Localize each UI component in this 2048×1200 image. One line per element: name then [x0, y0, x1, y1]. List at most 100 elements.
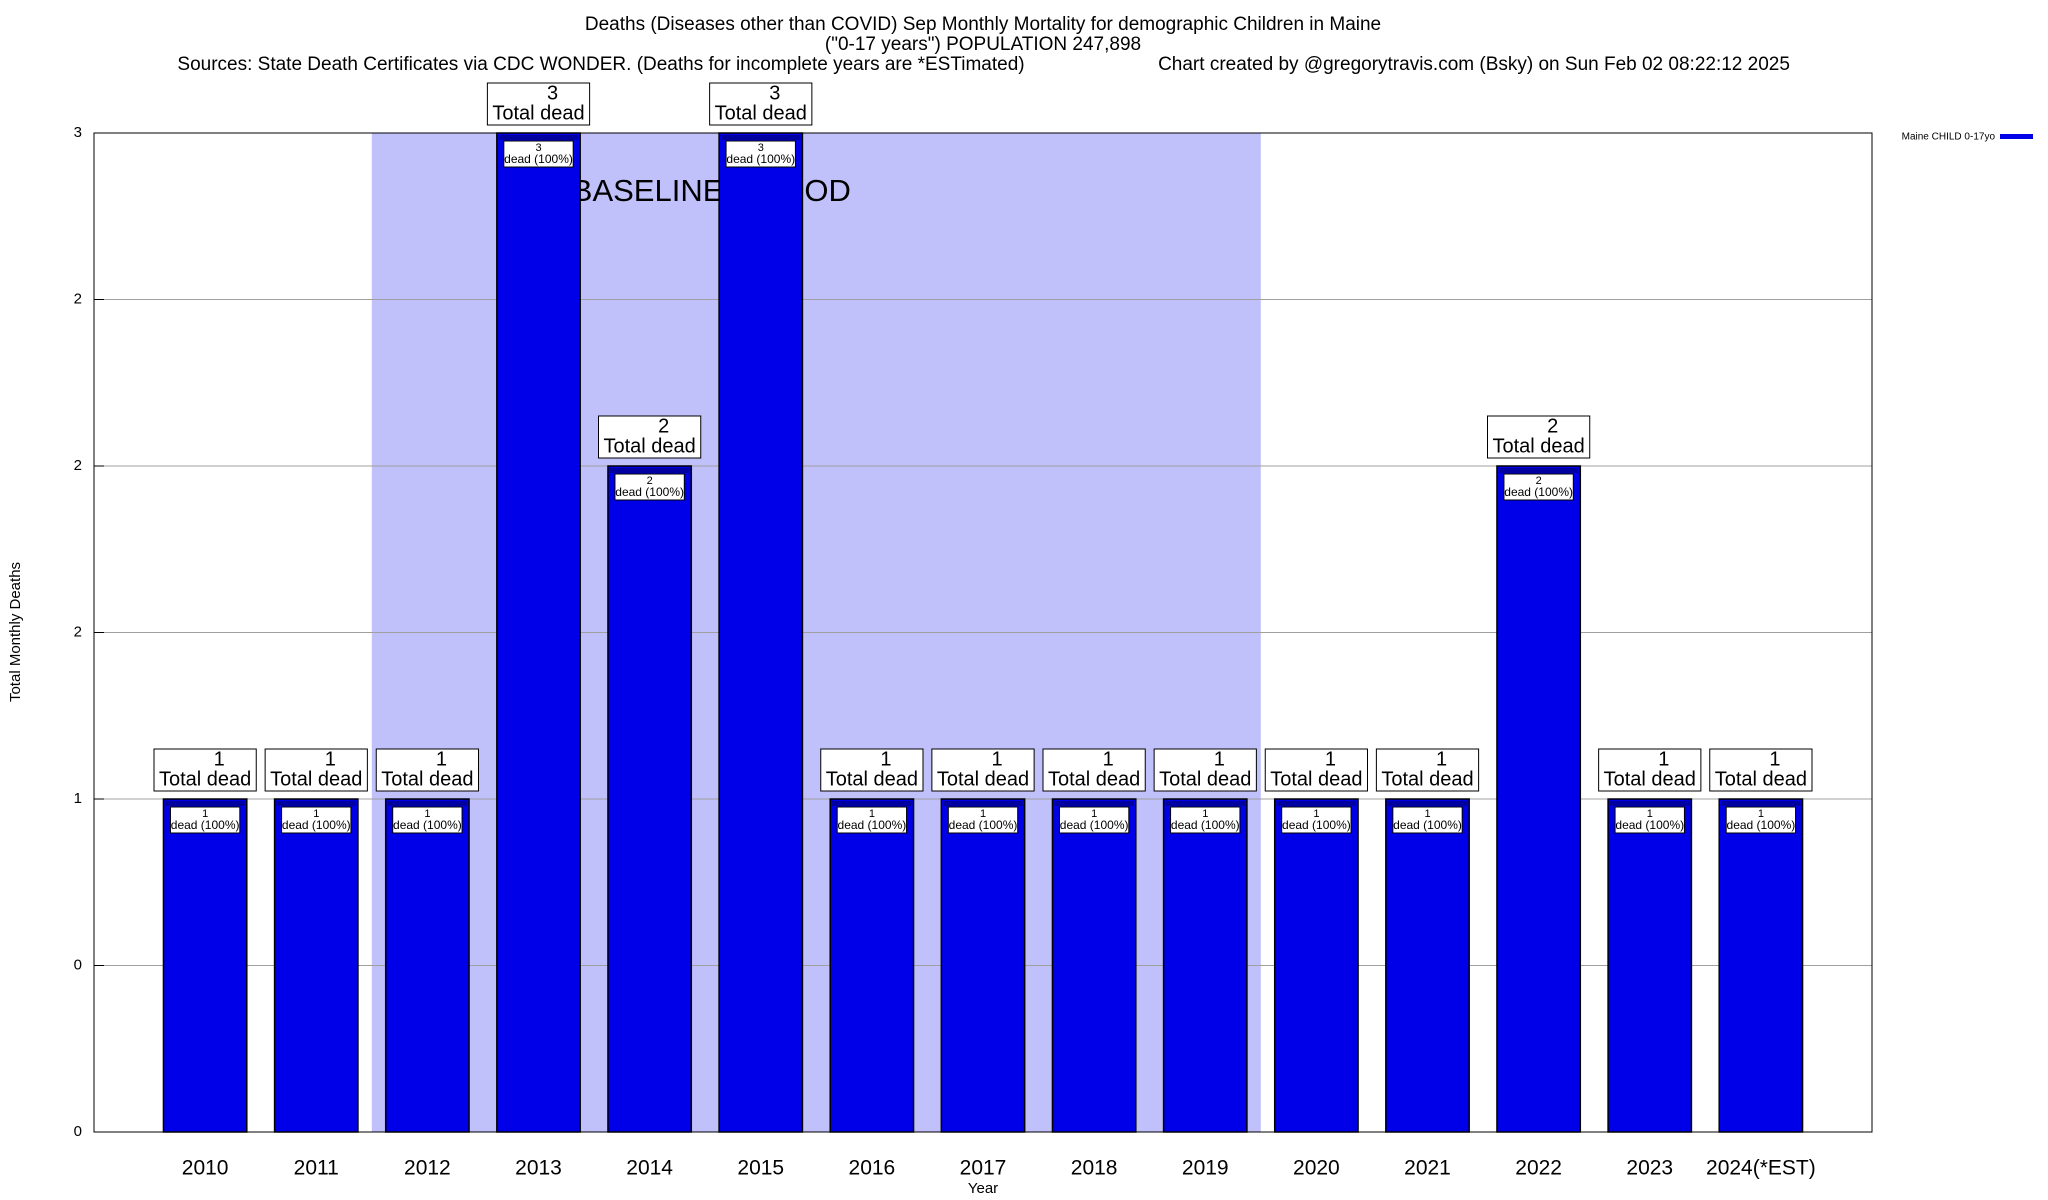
- baseline-label: BASELINE PERIOD: [572, 173, 851, 208]
- inner-label-box: [725, 140, 796, 168]
- total-label: Total dead: [1159, 768, 1251, 790]
- bar: [1718, 798, 1804, 1133]
- bar-cap: [1387, 801, 1468, 806]
- total-value: 1: [1214, 748, 1225, 770]
- inner-label-box: [1058, 806, 1130, 834]
- y-tick-label: 0: [74, 956, 82, 973]
- inner-value: 1: [202, 808, 208, 820]
- bar-cap: [832, 801, 912, 806]
- inner-label: dead (100%): [393, 818, 462, 832]
- inner-label: dead (100%): [504, 152, 573, 166]
- bar-cap: [609, 468, 690, 473]
- inner-value: 1: [1758, 808, 1764, 820]
- total-value: 1: [880, 748, 891, 770]
- source: Sources: State Death Certificates via CD…: [177, 54, 1024, 75]
- bar: [718, 132, 804, 1133]
- total-value: 1: [991, 748, 1002, 770]
- bar-cap: [721, 135, 801, 140]
- inner-label-box: [1614, 806, 1685, 834]
- bar: [829, 798, 915, 1133]
- inner-value: 1: [869, 808, 875, 820]
- legend-label: Maine CHILD 0-17yo: [1902, 132, 1996, 143]
- bar: [162, 798, 248, 1133]
- inner-value: 1: [313, 808, 319, 820]
- bar: [1273, 798, 1359, 1133]
- total-label-box: [1709, 748, 1813, 792]
- x-axis-label: Year: [968, 1180, 998, 1197]
- inner-label: dead (100%): [1615, 818, 1684, 832]
- inner-label-box: [392, 806, 463, 834]
- total-label: Total dead: [1604, 768, 1696, 790]
- total-label-box: [931, 748, 1035, 792]
- inner-value: 2: [647, 475, 653, 487]
- total-label: Total dead: [826, 768, 918, 790]
- bar: [1385, 798, 1470, 1133]
- total-value: 1: [436, 748, 447, 770]
- inner-value: 1: [980, 808, 986, 820]
- inner-value: 3: [535, 142, 541, 154]
- x-tick-label: 2024(*EST): [1706, 1157, 1816, 1180]
- total-label-box: [153, 748, 257, 792]
- inner-value: 3: [758, 142, 764, 154]
- x-tick-label: 2014: [626, 1157, 673, 1180]
- total-label: Total dead: [492, 102, 584, 124]
- y-tick-label: 2: [74, 457, 82, 474]
- total-value: 1: [1103, 748, 1114, 770]
- x-tick-label: 2017: [960, 1157, 1007, 1180]
- total-label: Total dead: [1492, 435, 1584, 457]
- inner-label: dead (100%): [1282, 818, 1351, 832]
- total-label-box: [264, 748, 368, 792]
- bar-cap: [943, 801, 1023, 806]
- x-tick-label: 2010: [182, 1157, 229, 1180]
- x-tick-label: 2012: [404, 1157, 451, 1180]
- x-tick-label: 2023: [1626, 1157, 1673, 1180]
- total-label-box: [1487, 415, 1591, 459]
- credit: Chart created by @gregorytravis.com (Bsk…: [1158, 54, 1790, 75]
- chart-subtitle: ("0-17 years") POPULATION 247,898: [825, 34, 1141, 55]
- inner-label-box: [836, 806, 908, 834]
- bar: [273, 798, 359, 1133]
- total-label: Total dead: [715, 102, 807, 124]
- bar: [1162, 798, 1248, 1133]
- bar-cap: [1610, 801, 1690, 806]
- inner-value: 1: [1424, 808, 1430, 820]
- bar-cap: [1165, 801, 1245, 806]
- total-value: 3: [547, 82, 558, 104]
- y-tick-label: 1: [74, 790, 82, 807]
- total-label: Total dead: [1048, 768, 1140, 790]
- inner-label: dead (100%): [171, 818, 240, 832]
- inner-value: 2: [1536, 475, 1542, 487]
- inner-label-box: [614, 473, 685, 501]
- inner-value: 1: [1313, 808, 1319, 820]
- inner-label: dead (100%): [1504, 485, 1573, 499]
- x-tick-label: 2018: [1071, 1157, 1118, 1180]
- x-tick-label: 2011: [294, 1157, 339, 1180]
- bar: [1607, 798, 1693, 1133]
- total-label: Total dead: [1381, 768, 1473, 790]
- inner-label-box: [1392, 806, 1463, 834]
- inner-label-box: [1725, 806, 1797, 834]
- total-value: 3: [769, 82, 780, 104]
- total-value: 1: [325, 748, 336, 770]
- total-label-box: [1598, 748, 1702, 792]
- total-value: 1: [1658, 748, 1669, 770]
- inner-label-box: [281, 806, 352, 834]
- x-tick-label: 2020: [1293, 1157, 1340, 1180]
- bar-cap: [1054, 801, 1134, 806]
- bar: [1051, 798, 1137, 1133]
- bar-cap: [387, 801, 468, 806]
- inner-label: dead (100%): [1393, 818, 1462, 832]
- total-label-box: [1264, 748, 1368, 792]
- inner-label-box: [1170, 806, 1241, 834]
- inner-label-box: [169, 806, 241, 834]
- total-label: Total dead: [381, 768, 473, 790]
- bar: [496, 132, 581, 1133]
- y-axis-label: Total Monthly Deaths: [7, 562, 24, 702]
- bar-cap: [498, 135, 579, 140]
- inner-label-box: [947, 806, 1019, 834]
- inner-label: dead (100%): [1727, 818, 1796, 832]
- total-value: 1: [1436, 748, 1447, 770]
- total-value: 1: [214, 748, 225, 770]
